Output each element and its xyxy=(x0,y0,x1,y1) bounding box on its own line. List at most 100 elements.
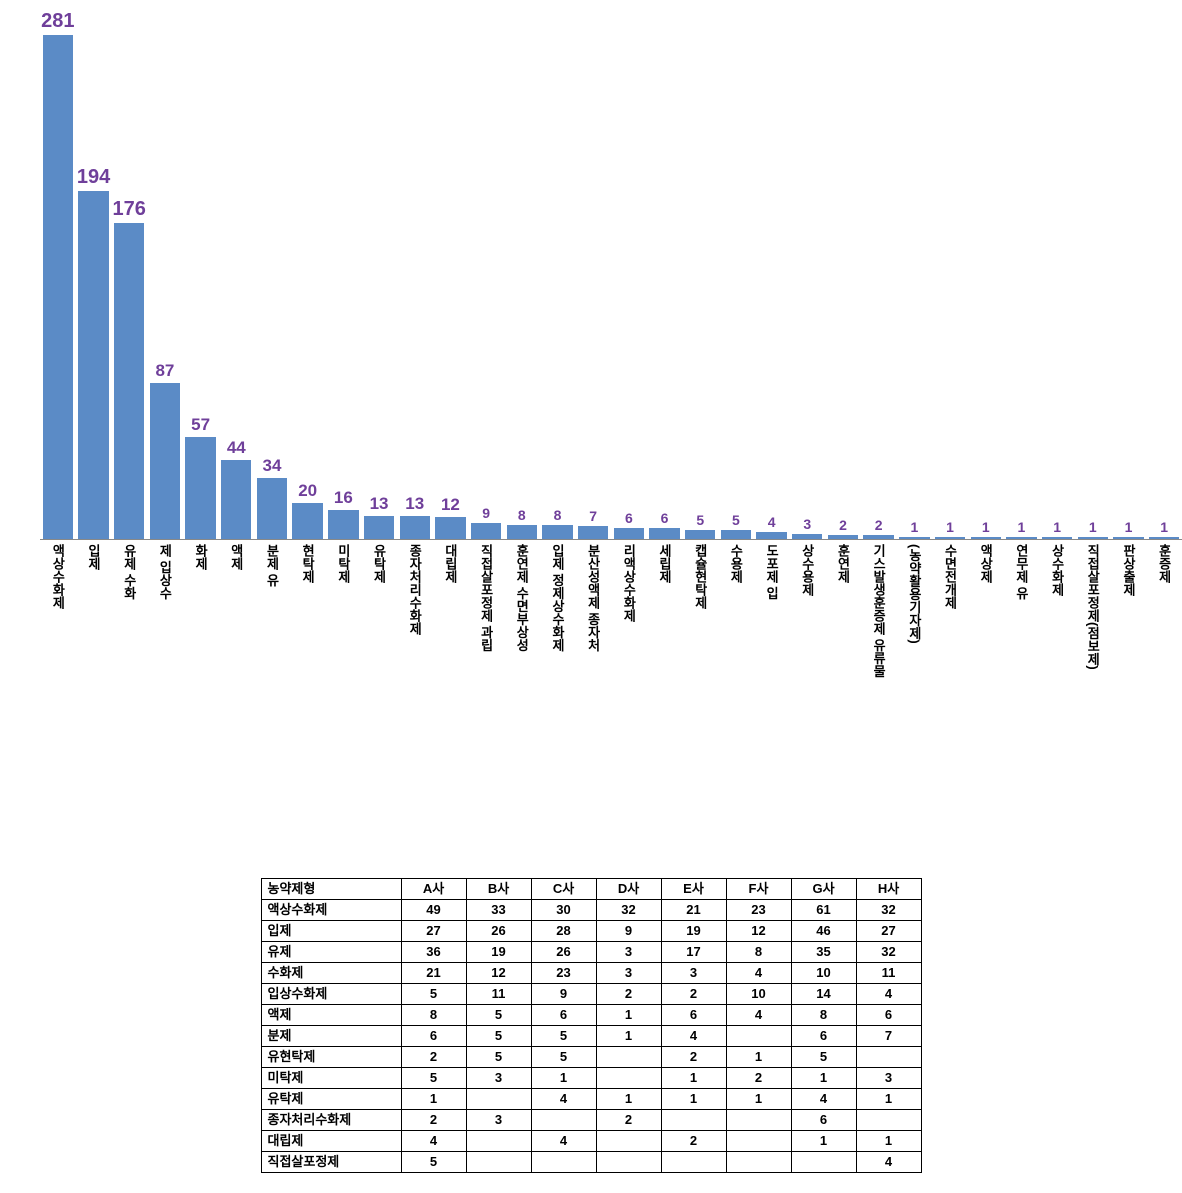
x-axis-label: 직접살포정제 과립 xyxy=(468,544,504,678)
bar-chart: 2811941768757443420161313129887665543221… xyxy=(40,20,1182,678)
table-cell: 1 xyxy=(726,1046,791,1067)
table-cell: 26 xyxy=(466,920,531,941)
table-cell: 1 xyxy=(856,1130,921,1151)
table-cell: 32 xyxy=(856,941,921,962)
bar-wrap: 6 xyxy=(647,528,683,539)
table-cell: 23 xyxy=(531,962,596,983)
table-cell: 수화제 xyxy=(261,962,401,983)
x-axis-label: 직접살포정제(점보제) xyxy=(1075,544,1111,678)
table-cell: 21 xyxy=(401,962,466,983)
table-row: 종자처리수화제2326 xyxy=(261,1109,921,1130)
x-axis-label: 종자처리수화제 xyxy=(397,544,433,678)
table-cell xyxy=(661,1151,726,1172)
bar xyxy=(150,383,180,539)
table-cell: 30 xyxy=(531,899,596,920)
chart-plot-area: 2811941768757443420161313129887665543221… xyxy=(40,20,1182,540)
table-cell xyxy=(661,1109,726,1130)
bar-wrap: 44 xyxy=(218,460,254,539)
table-cell: 49 xyxy=(401,899,466,920)
x-axis-label: 액상제 xyxy=(968,544,1004,678)
bar-value-label: 3 xyxy=(803,516,811,532)
x-axis-label: 훈연제 xyxy=(825,544,861,678)
table-cell: 1 xyxy=(596,1004,661,1025)
bar xyxy=(1042,537,1072,539)
table-cell: 1 xyxy=(401,1088,466,1109)
table-cell: 직접살포정제 xyxy=(261,1151,401,1172)
table-cell: 종자처리수화제 xyxy=(261,1109,401,1130)
bar-wrap: 16 xyxy=(326,510,362,539)
bar-wrap: 3 xyxy=(789,534,825,539)
table-cell: 10 xyxy=(791,962,856,983)
table-row: 대립제44211 xyxy=(261,1130,921,1151)
table-cell: 2 xyxy=(661,1046,726,1067)
table-cell: 6 xyxy=(531,1004,596,1025)
table-cell: 9 xyxy=(531,983,596,1004)
table-cell: 입상수화제 xyxy=(261,983,401,1004)
table-cell: 8 xyxy=(401,1004,466,1025)
table-row: 미탁제5311213 xyxy=(261,1067,921,1088)
x-axis-label: 제 입상수 xyxy=(147,544,183,678)
bar xyxy=(721,530,751,539)
bar-value-label: 6 xyxy=(625,510,633,526)
bar-wrap: 7 xyxy=(575,526,611,539)
bar-value-label: 2 xyxy=(875,517,883,533)
bar-wrap: 1 xyxy=(1039,537,1075,539)
x-axis-label: 훈증제 xyxy=(1146,544,1182,678)
x-axis-label: 도포제 입 xyxy=(754,544,790,678)
table-cell: 5 xyxy=(791,1046,856,1067)
table-cell: 1 xyxy=(791,1067,856,1088)
bar-wrap: 57 xyxy=(183,437,219,539)
table-cell: 2 xyxy=(401,1109,466,1130)
table-cell: 2 xyxy=(661,983,726,1004)
table-row: 유제36192631783532 xyxy=(261,941,921,962)
table-header-cell: G사 xyxy=(791,878,856,899)
table-cell: 32 xyxy=(856,899,921,920)
bar-value-label: 13 xyxy=(370,494,389,514)
x-axis-label: 미탁제 xyxy=(326,544,362,678)
bar xyxy=(507,525,537,539)
table-row: 수화제2112233341011 xyxy=(261,962,921,983)
table-header-cell: E사 xyxy=(661,878,726,899)
bar-value-label: 13 xyxy=(405,494,424,514)
table-row: 직접살포정제54 xyxy=(261,1151,921,1172)
bar-wrap: 1 xyxy=(932,537,968,539)
table-cell: 5 xyxy=(401,1151,466,1172)
bar xyxy=(685,530,715,539)
x-axis-label: 화제 xyxy=(183,544,219,678)
x-axis-label: 상수화제 xyxy=(1039,544,1075,678)
table-header-cell: H사 xyxy=(856,878,921,899)
table-cell: 4 xyxy=(726,1004,791,1025)
bar-value-label: 5 xyxy=(696,512,704,528)
bar-wrap: 1 xyxy=(897,537,933,539)
table-cell: 8 xyxy=(791,1004,856,1025)
bar xyxy=(185,437,215,539)
table-cell xyxy=(791,1151,856,1172)
table-cell: 5 xyxy=(466,1004,531,1025)
table-row: 액제85616486 xyxy=(261,1004,921,1025)
table-cell: 12 xyxy=(466,962,531,983)
table-row: 입상수화제51192210144 xyxy=(261,983,921,1004)
bar-wrap: 1 xyxy=(968,537,1004,539)
table-cell: 3 xyxy=(856,1067,921,1088)
table-cell: 2 xyxy=(596,983,661,1004)
table-header-cell: B사 xyxy=(466,878,531,899)
x-axis-label: 대립제 xyxy=(433,544,469,678)
bar-wrap: 194 xyxy=(76,191,112,539)
table-cell: 6 xyxy=(661,1004,726,1025)
x-axis-label: 훈연제 수면부상성 xyxy=(504,544,540,678)
table-cell xyxy=(531,1109,596,1130)
bar xyxy=(792,534,822,539)
table-header-cell: C사 xyxy=(531,878,596,899)
table-cell: 1 xyxy=(791,1130,856,1151)
table-cell: 입제 xyxy=(261,920,401,941)
table-cell: 46 xyxy=(791,920,856,941)
bar xyxy=(43,35,73,539)
bar xyxy=(257,478,287,539)
table-cell: 대립제 xyxy=(261,1130,401,1151)
table-cell xyxy=(466,1130,531,1151)
table-cell: 3 xyxy=(596,962,661,983)
bar xyxy=(828,535,858,539)
bar-wrap: 2 xyxy=(861,535,897,539)
table-cell: 33 xyxy=(466,899,531,920)
x-axis-label: 현탁제 xyxy=(290,544,326,678)
